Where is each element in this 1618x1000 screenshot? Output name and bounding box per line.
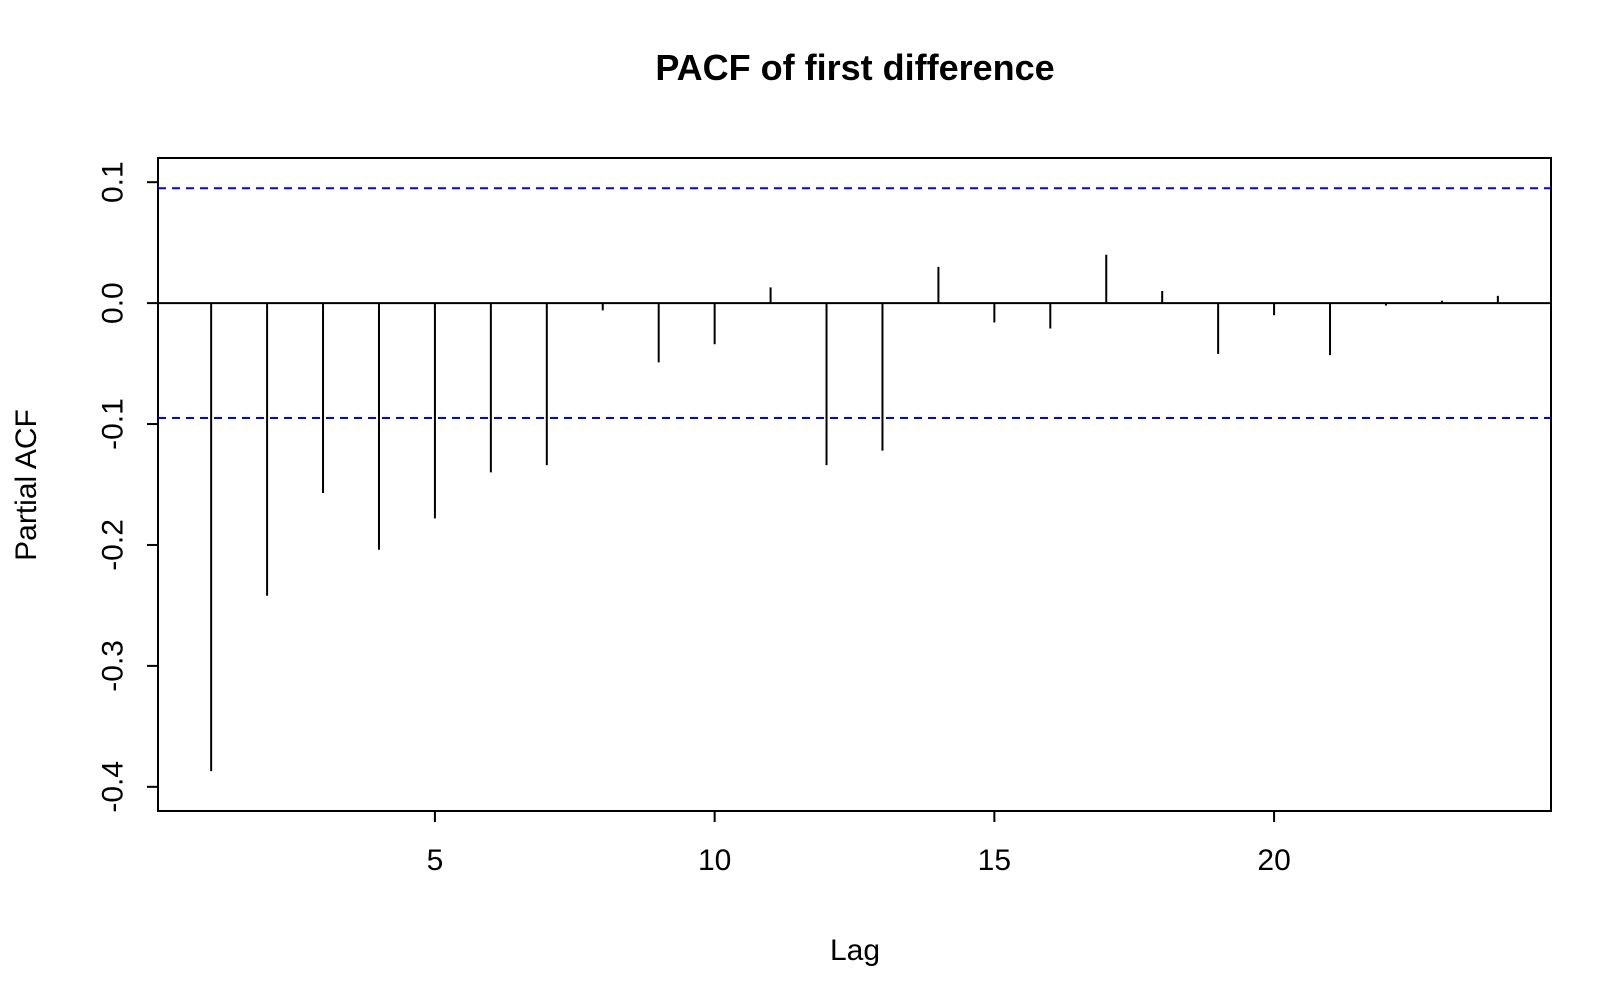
y-axis: -0.4 -0.3 -0.2 -0.1 0.0 0.1: [97, 161, 159, 813]
pacf-spikes: [210, 254, 1499, 772]
x-tick-label: 5: [427, 844, 444, 877]
y-tick-label: -0.2: [97, 519, 130, 571]
x-axis-label: Lag: [830, 934, 880, 967]
y-tick-label: -0.4: [97, 761, 130, 813]
plot-area-frame: [157, 157, 1552, 812]
x-axis: 5 10 15 20: [427, 810, 1291, 877]
y-axis-label: Partial ACF: [10, 409, 43, 561]
x-tick-label: 15: [978, 844, 1011, 877]
y-tick-label: -0.3: [97, 640, 130, 692]
x-tick-label: 20: [1257, 844, 1290, 877]
y-tick-label: -0.1: [97, 398, 130, 450]
y-tick-label: 0.0: [97, 282, 130, 324]
x-tick-label: 10: [698, 844, 731, 877]
chart-title: PACF of first difference: [655, 47, 1054, 88]
y-tick-label: 0.1: [97, 161, 130, 203]
